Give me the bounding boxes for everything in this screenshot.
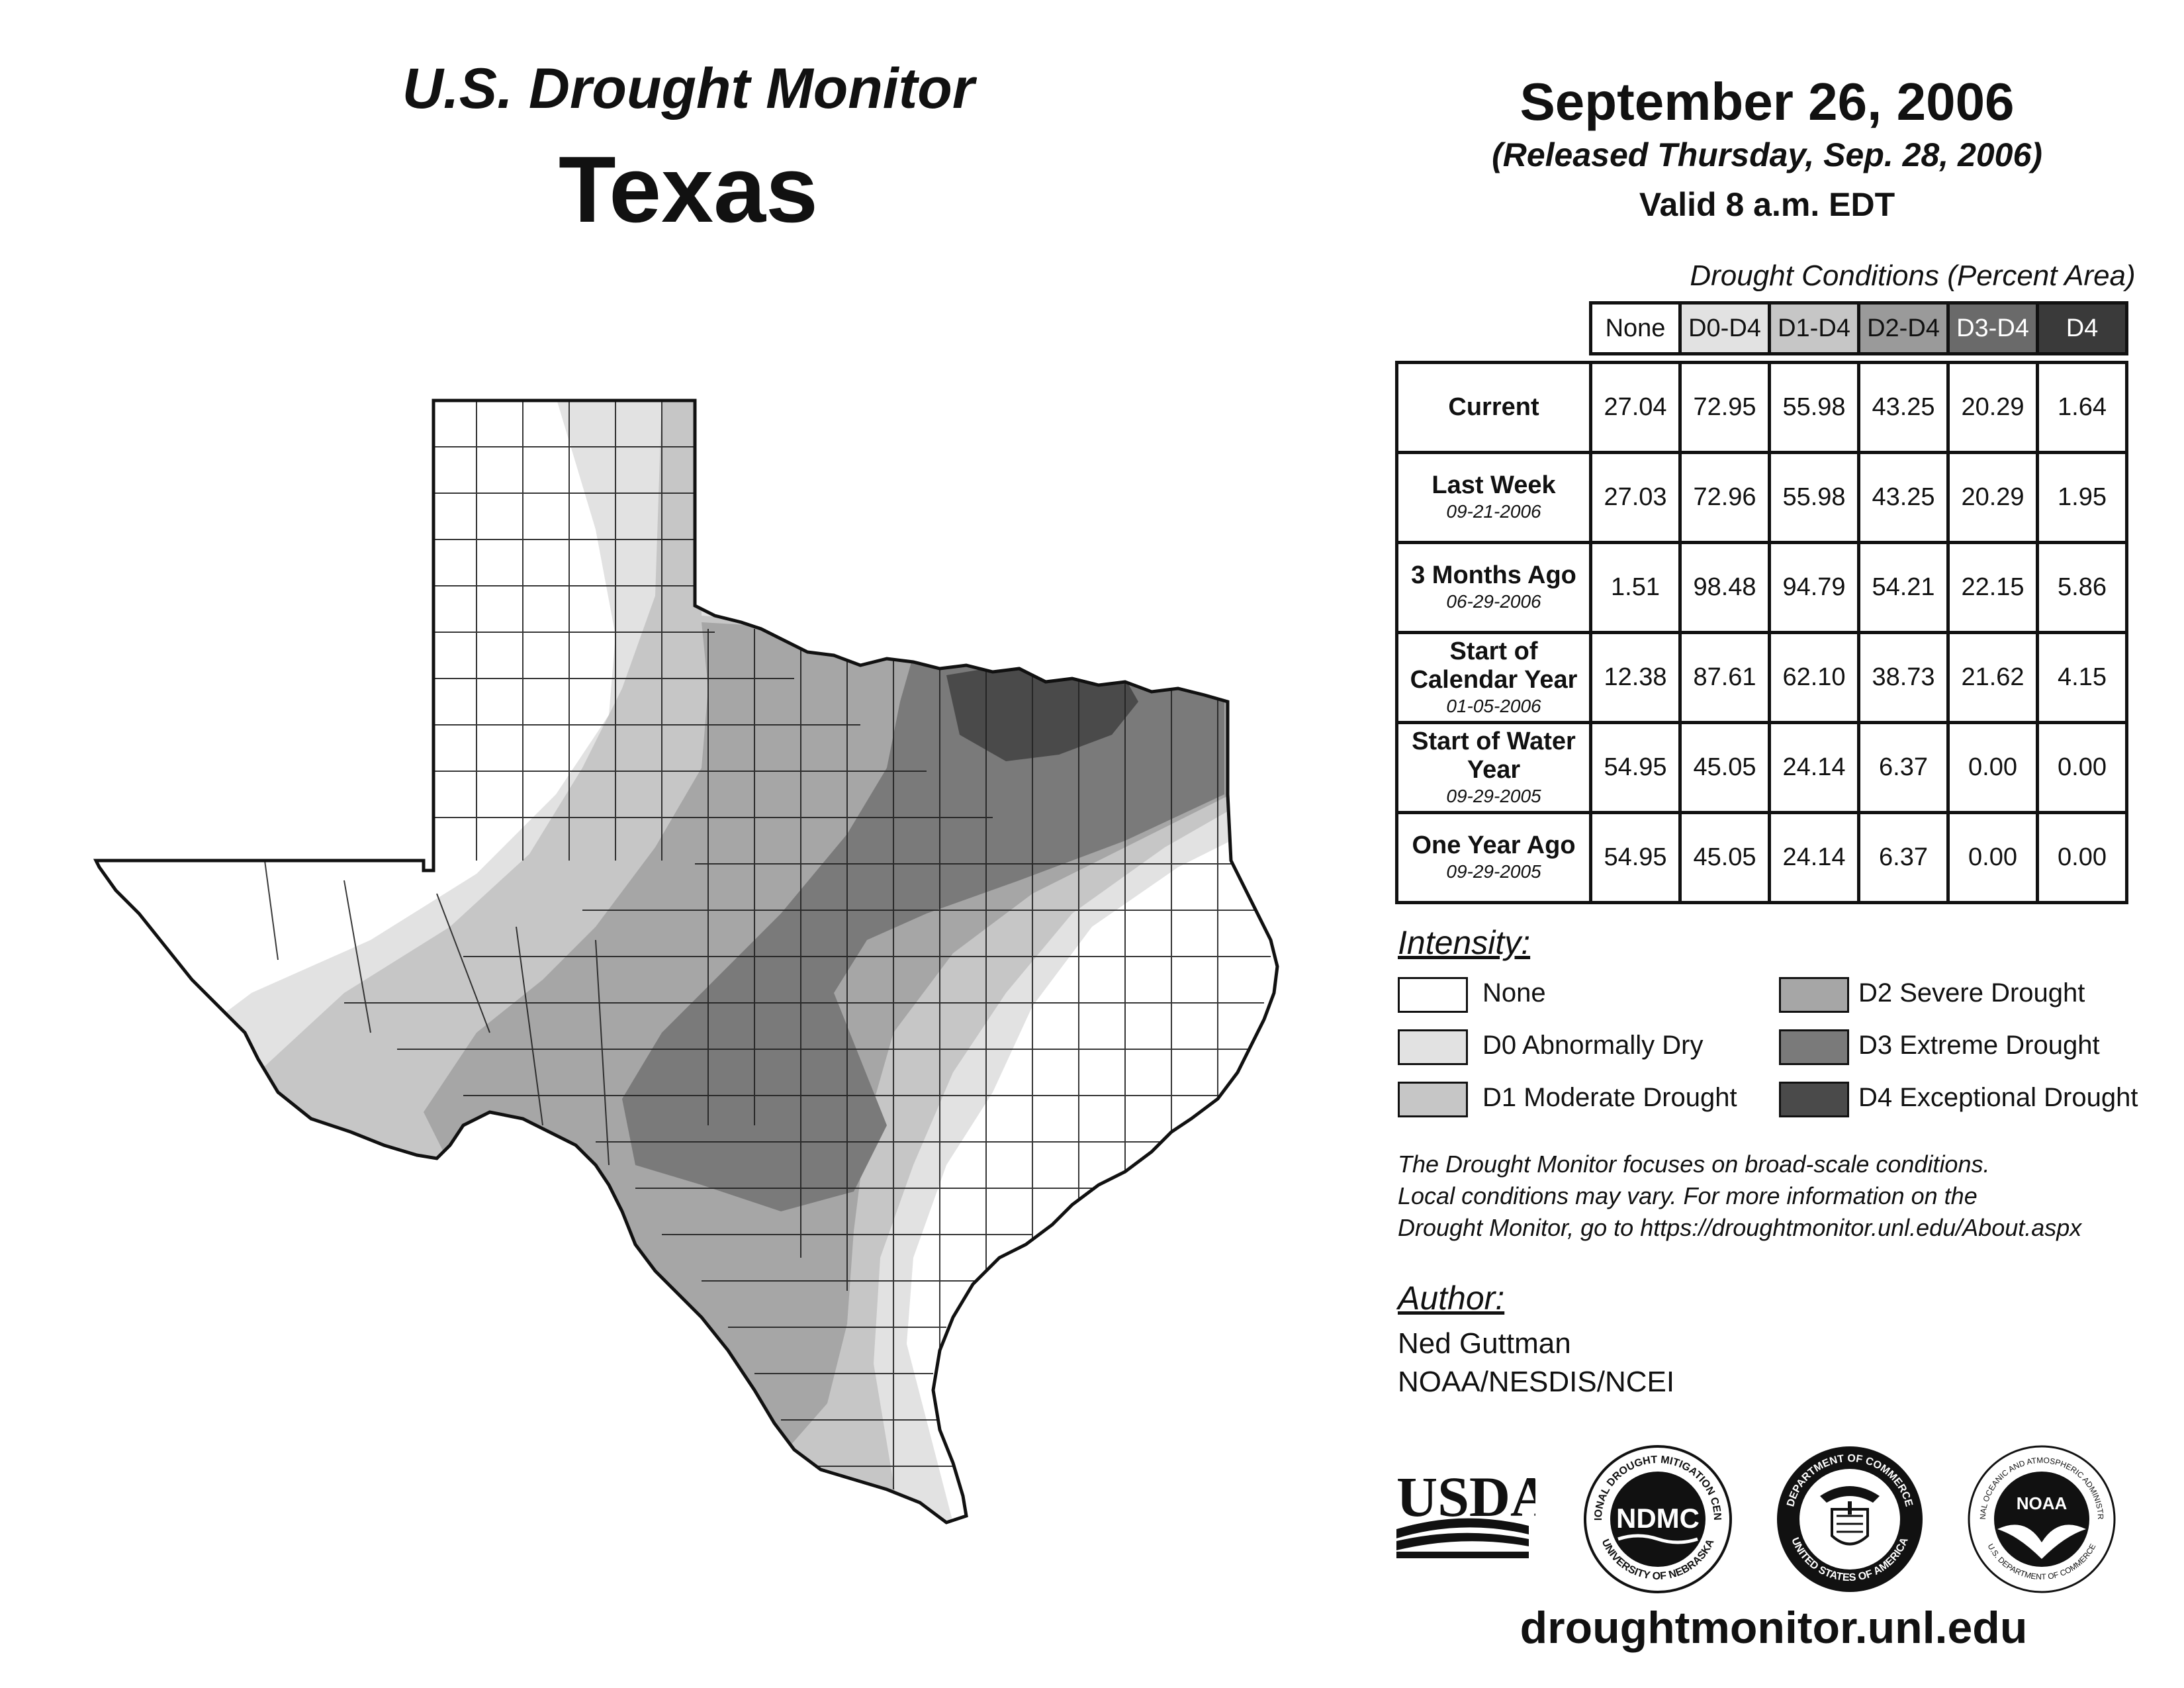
- table-cell: 5.86: [2036, 541, 2128, 634]
- note-line: Drought Monitor, go to https://droughtmo…: [1398, 1214, 2082, 1241]
- table-cell: 1.64: [2036, 361, 2128, 454]
- legend-swatch-d0: [1398, 1029, 1468, 1065]
- legend-swatch-d2: [1779, 977, 1849, 1013]
- table-row: Last Week 09-21-2006 27.03 72.96 55.98 43…: [1395, 451, 2128, 544]
- noaa-logo: NATIONAL OCEANIC AND ATMOSPHERIC ADMINIS…: [1966, 1443, 2116, 1593]
- table-cell: 0.00: [1946, 811, 2039, 904]
- legend-swatch-none: [1398, 977, 1468, 1013]
- table-cell: 24.14: [1768, 811, 1860, 904]
- legend-swatch-d1: [1398, 1082, 1468, 1117]
- legend-label-d2: D2 Severe Drought: [1858, 978, 2085, 1008]
- table-cell: 21.62: [1946, 631, 2039, 724]
- table-cell: 38.73: [1857, 631, 1950, 724]
- col-header-d4: D4: [2036, 301, 2128, 355]
- legend-title: Intensity:: [1398, 924, 1531, 961]
- table-cell: 24.14: [1768, 721, 1860, 814]
- row-label: Last Week 09-21-2006: [1395, 451, 1592, 544]
- legend-label-none: None: [1482, 978, 1546, 1008]
- row-label: Start of Water Year 09-29-2005: [1395, 721, 1592, 814]
- table-caption: Drought Conditions (Percent Area): [1690, 259, 2136, 292]
- usda-logo-text: USDA: [1396, 1465, 1535, 1528]
- note-line: Local conditions may vary. For more info…: [1398, 1182, 1978, 1209]
- legend-label-d1: D1 Moderate Drought: [1482, 1083, 1737, 1112]
- usda-logo: USDA: [1396, 1465, 1535, 1558]
- legend-label-d0: D0 Abnormally Dry: [1482, 1031, 1704, 1060]
- map-date: September 26, 2006: [1520, 72, 2015, 131]
- table-cell: 27.03: [1589, 451, 1682, 544]
- release-date: (Released Thursday, Sep. 28, 2006): [1492, 136, 2042, 173]
- table-cell: 43.25: [1857, 451, 1950, 544]
- table-cell: 54.95: [1589, 721, 1682, 814]
- table-row: Current 27.04 72.95 55.98 43.25 20.29 1.…: [1395, 361, 2128, 454]
- table-cell: 54.21: [1857, 541, 1950, 634]
- note-line: The Drought Monitor focuses on broad-sca…: [1398, 1150, 1990, 1178]
- col-header-d1-d4: D1-D4: [1768, 301, 1860, 355]
- legend-swatch-d3: [1779, 1029, 1849, 1065]
- table-cell: 55.98: [1768, 361, 1860, 454]
- ndmc-logo: NATIONAL DROUGHT MITIGATION CENTER UNIVE…: [1582, 1443, 1732, 1593]
- row-label: One Year Ago 09-29-2005: [1395, 811, 1592, 904]
- table-cell: 43.25: [1857, 361, 1950, 454]
- legend-swatch-d4: [1779, 1082, 1849, 1117]
- table-row: Start of Water Year 09-29-2005 54.95 45.0…: [1395, 721, 2128, 814]
- map-title: Texas: [558, 137, 819, 242]
- table-cell: 72.96: [1678, 451, 1771, 544]
- table-cell: 62.10: [1768, 631, 1860, 724]
- table-cell: 45.05: [1678, 721, 1771, 814]
- disclaimer-note: The Drought Monitor focuses on broad-sca…: [1398, 1149, 2159, 1244]
- ndmc-logo-text: NDMC: [1616, 1503, 1700, 1534]
- table-cell: 54.95: [1589, 811, 1682, 904]
- col-header-d2-d4: D2-D4: [1857, 301, 1950, 355]
- col-header-d3-d4: D3-D4: [1946, 301, 2039, 355]
- author-heading: Author:: [1398, 1280, 1505, 1317]
- table-cell: 1.95: [2036, 451, 2128, 544]
- d3-area: [622, 655, 1224, 1211]
- valid-time: Valid 8 a.m. EDT: [1639, 186, 1895, 223]
- table-cell: 6.37: [1857, 811, 1950, 904]
- table-cell: 0.00: [2036, 721, 2128, 814]
- legend-label-d3: D3 Extreme Drought: [1858, 1031, 2100, 1060]
- table-cell: 20.29: [1946, 451, 2039, 544]
- author-name: Ned Guttman: [1398, 1327, 1571, 1360]
- map-subtitle: U.S. Drought Monitor: [402, 57, 975, 120]
- table-cell: 87.61: [1678, 631, 1771, 724]
- table-cell: 0.00: [1946, 721, 2039, 814]
- table-cell: 1.51: [1589, 541, 1682, 634]
- table-cell: 98.48: [1678, 541, 1771, 634]
- texas-drought-map: [86, 391, 1304, 1542]
- doc-seal-logo: DEPARTMENT OF COMMERCE UNITED STATES OF …: [1777, 1446, 1923, 1592]
- author-organization: NOAA/NESDIS/NCEI: [1398, 1366, 1675, 1398]
- table-cell: 27.04: [1589, 361, 1682, 454]
- table-cell: 6.37: [1857, 721, 1950, 814]
- col-header-d0-d4: D0-D4: [1678, 301, 1771, 355]
- drought-conditions-table: None D0-D4 D1-D4 D2-D4 D3-D4 D4 Current …: [1395, 301, 2128, 904]
- table-row: One Year Ago 09-29-2005 54.95 45.05 24.14…: [1395, 811, 2128, 904]
- legend-label-d4: D4 Exceptional Drought: [1858, 1083, 2138, 1112]
- table-cell: 45.05: [1678, 811, 1771, 904]
- table-cell: 20.29: [1946, 361, 2039, 454]
- table-cell: 94.79: [1768, 541, 1860, 634]
- county-boundaries: [264, 400, 1271, 1489]
- table-cell: 72.95: [1678, 361, 1771, 454]
- table-row: 3 Months Ago 06-29-2006 1.51 98.48 94.79 …: [1395, 541, 2128, 634]
- table-cell: 0.00: [2036, 811, 2128, 904]
- table-header-row: None D0-D4 D1-D4 D2-D4 D3-D4 D4: [1397, 301, 2128, 355]
- col-header-none: None: [1589, 301, 1682, 355]
- table-cell: 12.38: [1589, 631, 1682, 724]
- table-cell: 4.15: [2036, 631, 2128, 724]
- footer-url[interactable]: droughtmonitor.unl.edu: [1520, 1603, 2028, 1653]
- d4-area: [946, 665, 1138, 761]
- table-cell: 55.98: [1768, 451, 1860, 544]
- row-label: Start of Calendar Year 01-05-2006: [1395, 631, 1592, 724]
- noaa-logo-text: NOAA: [2017, 1493, 2068, 1513]
- table-cell: 22.15: [1946, 541, 2039, 634]
- table-corner: [1397, 303, 1591, 354]
- table-row: Start of Calendar Year 01-05-2006 12.38 8…: [1395, 631, 2128, 724]
- row-label: Current: [1395, 361, 1592, 454]
- row-label: 3 Months Ago 06-29-2006: [1395, 541, 1592, 634]
